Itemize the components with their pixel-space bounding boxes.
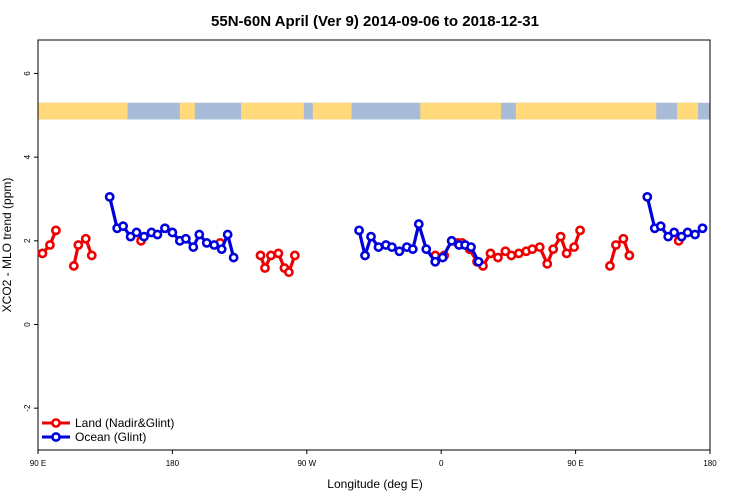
land-nadir-glint-point [51,225,61,236]
ocean-glint-point [387,242,397,252]
ocean-glint-point [194,229,205,240]
ocean-glint-point [413,219,424,229]
ocean-glint-point [131,227,142,238]
land-nadir-glint-point [86,250,97,261]
land-nadir-glint-point [513,248,524,259]
ocean-glint-point [139,231,149,242]
ocean-glint-point [407,244,418,255]
legend-label: Ocean (Glint) [75,430,146,444]
land-band [677,102,699,120]
land-band [312,102,352,120]
axis-ticks: 90 E 180 90 W 0 90 E 180 -2 0 2 4 6 [23,71,717,468]
x-axis-label: Longitude (deg E) [327,477,422,491]
ocean-glint-point [430,256,441,267]
ocean-glint-point [421,244,432,255]
data-series [37,191,708,278]
land-nadir-glint-point [73,240,84,250]
land-nadir-glint-point [605,261,615,271]
ocean-glint-point [655,221,666,232]
x-tick-label: 180 [166,459,180,468]
land-nadir-glint-point [534,242,545,252]
land-nadir-glint-point [561,248,572,259]
legend-label: Land (Nadir&Glint) [75,416,174,430]
land-nadir-glint-point [255,250,266,261]
ocean-glint-point [160,223,170,234]
land-nadir-glint-point [527,244,538,255]
ocean-glint-point [394,246,405,257]
ocean-glint-point [473,256,484,267]
land-band [241,102,304,120]
x-tick-label: 90 E [30,459,46,468]
ocean-glint-point [669,227,680,238]
ocean-glint-point [373,242,384,252]
ocean-glint-point [152,229,163,240]
ocean-glint-point [446,235,457,246]
land-nadir-glint-point [611,240,621,250]
land-nadir-glint-point [80,233,91,244]
x-tick-label: 90 E [567,459,583,468]
ocean-glint-point [201,238,212,248]
legend: Land (Nadir&Glint)Ocean (Glint) [42,416,174,444]
ocean-glint-point [216,244,227,255]
land-nadir-glint-point [542,258,553,269]
land-nadir-glint-point [493,252,503,263]
y-tick-label: 0 [23,322,32,327]
land-nadir-glint-point [548,244,559,255]
y-tick-label: -2 [23,404,32,412]
land-nadir-glint-point [506,250,517,261]
ocean-glint-point [228,252,239,263]
ocean-glint-point [354,225,364,236]
ocean-glint-point [466,242,476,252]
land-nadir-glint-point [273,248,284,259]
land-nadir-glint-point [485,248,496,259]
chart-title: 55N-60N April (Ver 9) 2014-09-06 to 2018… [211,13,539,30]
land-nadir-glint-point [260,263,270,273]
land-nadir-glint-point [45,240,55,250]
ocean-glint-point [682,227,693,238]
ocean-glint-point [437,252,448,263]
y-tick-label: 6 [23,71,32,76]
ocean-glint-point [209,240,220,250]
land-nadir-glint-point [283,267,294,278]
x-tick-label: 90 W [297,459,316,468]
land-nadir-glint-point [575,225,585,236]
y-tick-label: 4 [23,154,32,159]
land-band [179,102,195,120]
legend-marker [51,418,61,428]
y-axis-label: XCO2 - MLO trend (ppm) [0,178,14,313]
land-nadir-glint-point [555,231,566,242]
ocean-glint-point [690,229,700,240]
land-nadir-glint-point [569,242,580,252]
land-ocean-strip [38,102,710,120]
ocean-glint-point [180,233,191,244]
land-nadir-glint-point [618,233,629,244]
ocean-glint-point [167,227,178,238]
x-tick-label: 0 [439,459,444,468]
plot-frame [37,39,711,451]
ocean-glint-point [118,221,129,232]
ocean-glint-point [360,250,370,261]
ocean-glint-point [697,223,708,234]
ocean-glint-point [366,231,376,242]
land-nadir-glint-point [624,250,635,261]
land-nadir-glint-point [289,250,300,261]
land-band [515,102,657,120]
y-tick-label: 2 [23,238,32,243]
land-nadir-glint-point [266,250,276,261]
land-nadir-glint-point [68,261,79,271]
land-band [38,102,128,120]
legend-marker [51,432,61,442]
land-band [420,102,501,120]
land-nadir-glint-point [37,248,48,259]
ocean-glint-point [222,229,233,240]
ocean-glint-point [188,242,199,252]
ocean-glint-point [642,191,653,202]
x-tick-label: 180 [703,459,717,468]
ocean-glint-point [104,191,115,202]
